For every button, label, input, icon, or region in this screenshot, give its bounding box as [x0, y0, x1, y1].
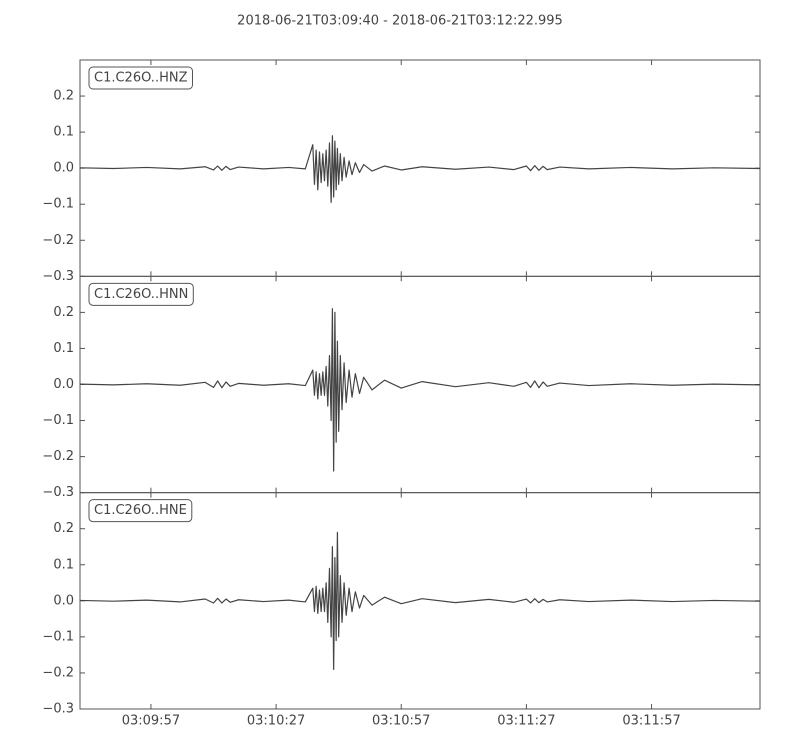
y-tick-label: 0.2	[53, 89, 74, 104]
y-tick-label: −0.2	[42, 665, 74, 680]
y-tick-label: 0.2	[53, 305, 74, 320]
waveform	[79, 308, 761, 472]
trace-label-box	[88, 282, 194, 306]
y-tick-label: 0.2	[53, 521, 74, 536]
y-tick-label: −0.1	[42, 629, 74, 644]
waveform	[79, 531, 761, 670]
y-tick-label: 0.1	[53, 125, 74, 140]
y-tick-label: 0.1	[53, 557, 74, 572]
y-tick-label: 0.1	[53, 341, 74, 356]
y-tick-label: 0.0	[53, 377, 74, 392]
trace-label-box	[88, 66, 193, 90]
y-tick-label: 0.0	[53, 161, 74, 176]
x-tick-label: 03:10:27	[247, 713, 305, 728]
panel: −0.3 −0.2 −0.1 0.0 0.1 0.2 C1.C26O..HNZ	[42, 59, 761, 284]
y-tick-label: −0.1	[42, 197, 74, 212]
trace-label: C1.C26O..HNN	[94, 287, 188, 302]
y-tick-label: −0.3	[42, 269, 74, 284]
y-tick-label: −0.2	[42, 233, 74, 248]
x-tick-label: 03:10:57	[372, 713, 430, 728]
y-tick-label: −0.3	[42, 701, 74, 716]
panel: −0.3 −0.2 −0.1 0.0 0.1 0.2 C1.C26O..HNN	[42, 275, 761, 500]
trace-label-box	[88, 499, 193, 523]
x-tick-label: 03:11:27	[497, 713, 555, 728]
trace-label: C1.C26O..HNE	[94, 503, 187, 518]
y-tick-label: −0.2	[42, 449, 74, 464]
x-tick-label: 03:09:57	[122, 713, 180, 728]
x-tick-label: 03:11:57	[622, 713, 680, 728]
chart-title: 2018-06-21T03:09:40 - 2018-06-21T03:12:2…	[237, 14, 563, 29]
y-tick-label: −0.3	[42, 485, 74, 500]
y-tick-label: 0.0	[53, 593, 74, 608]
waveform	[79, 135, 761, 204]
y-tick-label: −0.1	[42, 413, 74, 428]
panel: −0.3 −0.2 −0.1 0.0 0.1 0.2 03:09:57 03:10:27 03:…	[42, 492, 761, 728]
trace-label: C1.C26O..HNZ	[94, 71, 188, 86]
